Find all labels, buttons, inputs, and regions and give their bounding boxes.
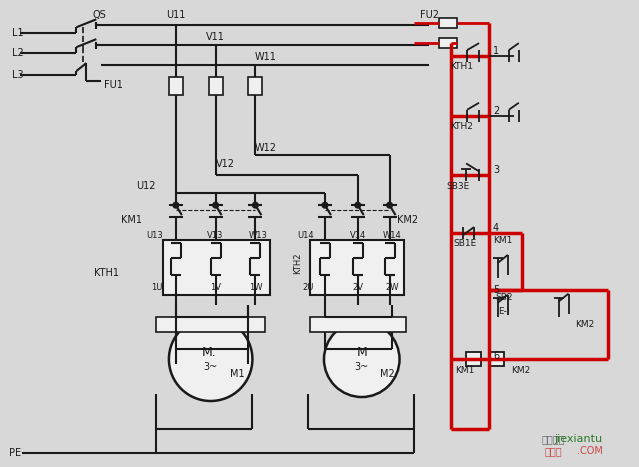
- Text: KM2: KM2: [511, 366, 530, 375]
- Text: M2: M2: [380, 369, 395, 379]
- Text: V11: V11: [206, 32, 225, 42]
- Circle shape: [324, 321, 399, 397]
- Bar: [169, 77, 183, 95]
- Text: L1: L1: [12, 28, 24, 38]
- Text: SB1E: SB1E: [453, 240, 477, 248]
- Text: KTH2: KTH2: [293, 252, 302, 274]
- Text: 6: 6: [493, 351, 499, 361]
- Text: 3: 3: [493, 165, 499, 176]
- Text: KTH2: KTH2: [450, 122, 473, 131]
- Text: M.: M.: [201, 346, 216, 359]
- Text: 1W: 1W: [249, 283, 262, 292]
- Text: 4: 4: [493, 223, 499, 233]
- Bar: [466, 352, 481, 366]
- Bar: [163, 240, 270, 295]
- Text: W11: W11: [254, 52, 276, 62]
- Text: QS: QS: [93, 10, 106, 20]
- Text: U14: U14: [297, 232, 314, 241]
- Circle shape: [169, 318, 252, 401]
- Text: .COM: .COM: [578, 446, 603, 456]
- Text: jiexiantu: jiexiantu: [555, 434, 603, 444]
- Text: KTH1: KTH1: [94, 268, 119, 278]
- Text: KM2: KM2: [397, 215, 418, 225]
- Circle shape: [253, 203, 258, 208]
- Circle shape: [173, 203, 178, 208]
- Text: U12: U12: [137, 181, 156, 191]
- Text: KM1: KM1: [121, 215, 142, 225]
- Text: PE: PE: [9, 448, 21, 458]
- Text: M: M: [357, 346, 367, 359]
- Text: FU1: FU1: [104, 80, 123, 90]
- Text: W14: W14: [383, 232, 402, 241]
- Text: 3~: 3~: [204, 362, 218, 372]
- Text: 2U: 2U: [303, 283, 314, 292]
- Text: 3~: 3~: [355, 362, 369, 372]
- Bar: [439, 18, 457, 28]
- Text: 5: 5: [493, 285, 499, 295]
- Text: U11: U11: [166, 10, 185, 20]
- Text: 2V: 2V: [352, 283, 363, 292]
- Text: 电工天下: 电工天下: [542, 434, 566, 444]
- Text: V13: V13: [208, 232, 224, 241]
- Text: 2W: 2W: [386, 283, 399, 292]
- Bar: [156, 318, 265, 333]
- Text: V12: V12: [216, 159, 235, 170]
- Text: L2: L2: [12, 48, 24, 58]
- Text: KM2: KM2: [575, 320, 594, 329]
- Bar: [310, 318, 406, 333]
- Text: E-: E-: [498, 307, 507, 316]
- Text: KM1: KM1: [455, 366, 475, 375]
- Text: 接线图: 接线图: [545, 446, 562, 456]
- Text: 1: 1: [493, 46, 499, 56]
- Circle shape: [355, 203, 360, 208]
- Text: W12: W12: [254, 142, 276, 153]
- Text: 2: 2: [493, 106, 499, 116]
- Bar: [249, 77, 263, 95]
- Bar: [310, 240, 404, 295]
- Text: V14: V14: [350, 232, 366, 241]
- Circle shape: [213, 203, 218, 208]
- Text: SB2: SB2: [495, 293, 512, 302]
- Text: FU2: FU2: [420, 10, 439, 20]
- Text: W13: W13: [249, 232, 268, 241]
- Text: M1: M1: [230, 369, 245, 379]
- Text: L3: L3: [12, 70, 24, 80]
- Bar: [439, 38, 457, 48]
- Circle shape: [387, 203, 392, 208]
- Text: SB3E: SB3E: [447, 182, 470, 191]
- Circle shape: [323, 203, 327, 208]
- Text: KTH1: KTH1: [450, 63, 473, 71]
- Text: U13: U13: [146, 232, 163, 241]
- Text: 1U: 1U: [151, 283, 163, 292]
- Text: 1V: 1V: [210, 283, 221, 292]
- Bar: [489, 352, 504, 366]
- Bar: [209, 77, 222, 95]
- Text: KM1: KM1: [493, 236, 512, 246]
